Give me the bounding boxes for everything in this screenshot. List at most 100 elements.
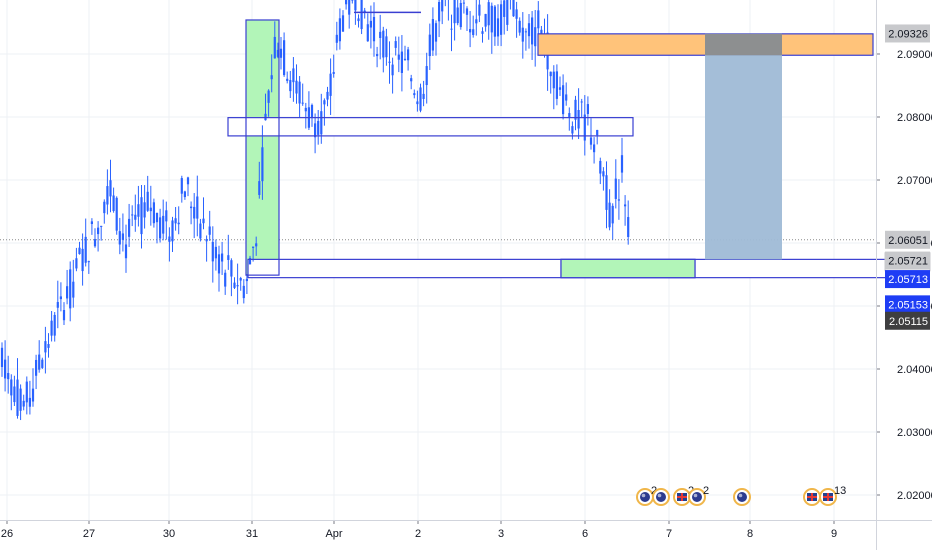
- candle-body: [419, 87, 422, 111]
- candle-body: [568, 113, 571, 118]
- candle-body: [44, 341, 47, 353]
- candle-body: [524, 31, 527, 33]
- zone-position-profit[interactable]: [705, 33, 782, 260]
- candle-body: [273, 36, 276, 59]
- candle-body: [481, 31, 484, 34]
- event-markers[interactable]: 22213: [636, 485, 846, 506]
- candle-body: [159, 217, 162, 239]
- globe-shine: [693, 493, 698, 498]
- price-label[interactable]: 2.05153: [888, 299, 928, 311]
- candle-body: [562, 85, 565, 115]
- candle-body: [146, 191, 149, 211]
- event-count: 13: [834, 485, 846, 497]
- candle-body: [199, 223, 202, 239]
- candle-body: [81, 248, 84, 272]
- candle-body: [577, 110, 580, 129]
- zone-outlines[interactable]: [227, 11, 887, 279]
- candle-body: [16, 379, 19, 416]
- candle-body: [617, 199, 620, 201]
- price-label[interactable]: 2.05721: [888, 256, 928, 268]
- price-label[interactable]: 2.05115: [889, 316, 928, 328]
- candle-body: [366, 24, 369, 42]
- candle-body: [165, 210, 168, 222]
- candle-body: [53, 314, 56, 336]
- zone-position-loss[interactable]: [705, 33, 782, 56]
- price-label-bg: [885, 295, 930, 314]
- x-tick-label: 30: [163, 528, 175, 540]
- price-label[interactable]: 2.06051: [888, 235, 928, 247]
- candle-body: [38, 354, 41, 370]
- candle-body: [202, 218, 205, 224]
- candle-body: [267, 90, 270, 103]
- price-label[interactable]: 2.09326: [888, 28, 928, 40]
- candle-body: [425, 66, 428, 86]
- candle-body: [487, 2, 490, 26]
- candle-body: [422, 93, 425, 99]
- candle-body: [230, 260, 233, 277]
- candle-body: [304, 107, 307, 112]
- candle-body: [503, 0, 506, 17]
- candle-body: [131, 214, 134, 216]
- candle-body: [78, 247, 81, 255]
- candle-body: [22, 400, 25, 407]
- candle-body: [180, 178, 183, 194]
- candle-body: [599, 160, 602, 174]
- candle-body: [69, 269, 72, 309]
- candle-body: [518, 20, 521, 33]
- candle-body: [286, 78, 289, 81]
- zone-target[interactable]: [560, 258, 696, 279]
- globe-fill: [640, 492, 650, 502]
- candle-body: [314, 123, 317, 138]
- candle-body: [252, 246, 255, 248]
- candle-body: [512, 0, 515, 17]
- candle-body: [7, 373, 10, 380]
- candle-body: [270, 75, 273, 80]
- candle-body: [276, 49, 279, 57]
- candle-body: [56, 302, 59, 308]
- candle-body: [196, 196, 199, 219]
- candle-body: [605, 175, 608, 210]
- candle-body: [490, 5, 493, 33]
- time-axis[interactable]: 26 27 30 31 Apr 2 3 6 7 8 9: [0, 520, 932, 540]
- candle-body: [583, 114, 586, 141]
- candle-body: [186, 177, 190, 185]
- candle-body: [521, 27, 524, 42]
- candle-body: [549, 71, 552, 77]
- candle-body: [500, 4, 503, 35]
- candle-body: [236, 285, 239, 287]
- candle-body: [369, 20, 372, 28]
- candle-body: [264, 113, 267, 121]
- candle-body: [608, 202, 611, 228]
- candle-body: [41, 359, 44, 368]
- candle-body: [162, 215, 165, 234]
- candle-body: [385, 36, 388, 58]
- candle-body: [403, 58, 407, 60]
- candle-body: [72, 281, 75, 298]
- candle-body: [345, 0, 348, 5]
- candle-body: [109, 180, 112, 197]
- candle-body: [441, 0, 444, 12]
- x-tick-label: 31: [246, 528, 258, 540]
- candle-body: [112, 195, 115, 211]
- candle-body: [66, 286, 69, 299]
- candle-body: [574, 99, 577, 120]
- price-axis[interactable]: 2.020002.030002.040002.050002.060002.070…: [876, 0, 932, 550]
- candle-body: [428, 34, 431, 57]
- candle-body: [19, 388, 22, 411]
- price-label[interactable]: 2.05713: [888, 274, 928, 286]
- candle-body: [558, 87, 562, 90]
- globe-shine: [641, 493, 646, 498]
- candle-body: [289, 80, 292, 92]
- zone-outline-demand[interactable]: [245, 19, 280, 276]
- candle-body: [174, 218, 177, 224]
- price-label-bg: [885, 270, 930, 289]
- candle-body: [354, 0, 357, 11]
- candle-body: [13, 386, 16, 403]
- x-tick-label: 9: [831, 528, 837, 540]
- zone-outline-mid-zone[interactable]: [227, 117, 634, 137]
- candle-body: [317, 120, 320, 135]
- candle-body: [360, 0, 363, 30]
- candle-body: [407, 49, 410, 61]
- price-label-bg: [885, 311, 930, 330]
